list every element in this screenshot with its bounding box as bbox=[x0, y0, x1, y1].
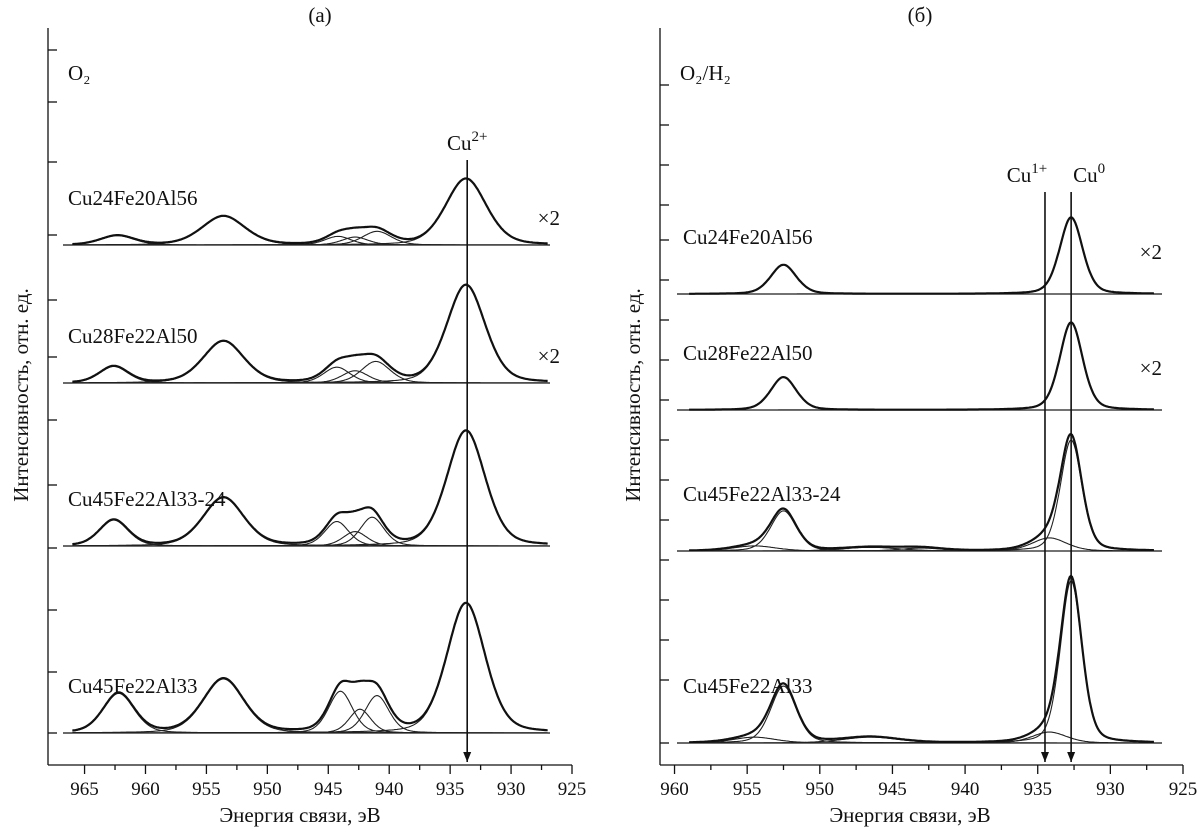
panel-b-x-tick-label: 930 bbox=[1096, 779, 1125, 800]
panel-a-series: Cu28Fe22Al50 ×2 bbox=[63, 283, 560, 384]
panel-a-x-tick-label: 950 bbox=[253, 779, 282, 800]
panel-b-marker-arrow bbox=[1040, 752, 1049, 762]
panel-a-series: Cu45Fe22Al33 bbox=[63, 601, 550, 734]
panel-b-x-tick-label: 935 bbox=[1023, 779, 1052, 800]
panel-a-x-tick-label: 945 bbox=[314, 779, 343, 800]
panel-b-series: Cu24Fe20Al56 ×2 bbox=[677, 216, 1162, 295]
panel-a-sample-label: Cu28Fe22Al50 bbox=[68, 324, 198, 348]
panel-a-spectrum-line bbox=[72, 283, 548, 383]
panel-a-x-tick-label: 925 bbox=[558, 779, 587, 800]
panel-a-fit-component bbox=[72, 531, 548, 547]
panel-b-sample-label: Cu45Fe22Al33-24 bbox=[683, 482, 841, 506]
panel-a-label: (а) bbox=[308, 3, 331, 27]
panel-b-sample-label: Cu24Fe20Al56 bbox=[683, 225, 813, 249]
panel-b-peak-marker: Cu0 bbox=[1067, 161, 1105, 762]
panel-a-sample-label: Cu45Fe22Al33-24 bbox=[68, 487, 226, 511]
panel-b-x-tick-label: 955 bbox=[733, 779, 762, 800]
panel-a-x-axis-title: Энергия связи, эВ bbox=[219, 803, 380, 827]
panel-a: (а) O₂ Интенсивность, отн. ед. Энергия с… bbox=[9, 3, 586, 827]
panel-b-spectrum-line bbox=[689, 216, 1154, 295]
panel-a-fit-component bbox=[72, 519, 548, 547]
panel-b-spectrum-line bbox=[689, 574, 1154, 744]
panel-a-axes: 965 960 955 950 945 940 935 930 925 bbox=[47, 28, 587, 800]
panel-b-x-tick-label: 925 bbox=[1169, 779, 1197, 800]
panel-b-marker-label: Cu0 bbox=[1073, 161, 1105, 187]
panel-b-fit-component bbox=[689, 537, 1154, 552]
panel-b-series: Cu45Fe22Al33 bbox=[677, 574, 1162, 744]
panel-b-x-axis-title: Энергия связи, эВ bbox=[829, 803, 990, 827]
panel-b-spectrum-line bbox=[689, 432, 1154, 552]
panel-b-series: Cu45Fe22Al33-24 bbox=[677, 432, 1162, 552]
panel-b-multiplier-label: ×2 bbox=[1140, 356, 1162, 380]
panel-a-plot: Cu24Fe20Al56 ×2 Cu28Fe22Al50 ×2 Cu45Fe22Al33… bbox=[63, 129, 560, 762]
panel-a-x-tick-label: 935 bbox=[436, 779, 465, 800]
panel-b-marker-label: Cu1+ bbox=[1007, 161, 1047, 187]
panel-b-multiplier-label: ×2 bbox=[1140, 240, 1162, 264]
panel-a-multiplier-label: ×2 bbox=[538, 344, 560, 368]
panel-b-fit-component bbox=[689, 510, 1154, 552]
panel-a-fit-component bbox=[72, 370, 548, 384]
panel-b-label: (б) bbox=[908, 3, 933, 27]
panel-a-multiplier-label: ×2 bbox=[538, 206, 560, 230]
panel-b-x-tick-label: 960 bbox=[660, 779, 689, 800]
panel-b-peak-marker: Cu1+ bbox=[1007, 161, 1049, 762]
panel-a-atmosphere-label: O₂ bbox=[68, 61, 91, 85]
panel-a-peak-marker: Cu2+ bbox=[447, 129, 487, 762]
panel-a-marker-arrow bbox=[463, 752, 472, 762]
panel-a-x-tick-label: 955 bbox=[192, 779, 221, 800]
panel-a-x-tick-label: 960 bbox=[131, 779, 160, 800]
panel-a-sample-label: Cu45Fe22Al33 bbox=[68, 674, 198, 698]
panel-b-x-tick-label: 945 bbox=[878, 779, 907, 800]
panel-a-series: Cu45Fe22Al33-24 bbox=[63, 429, 550, 547]
panel-a-sample-label: Cu24Fe20Al56 bbox=[68, 186, 198, 210]
panel-a-marker-label: Cu2+ bbox=[447, 129, 487, 155]
panel-a-x-tick-label: 965 bbox=[70, 779, 99, 800]
panel-b-series: Cu28Fe22Al50 ×2 bbox=[677, 321, 1162, 411]
panel-a-spectrum-line bbox=[72, 601, 548, 732]
panel-b-fit-component bbox=[689, 376, 1154, 411]
panel-b-sample-label: Cu28Fe22Al50 bbox=[683, 341, 813, 365]
panel-a-spectrum-line bbox=[72, 429, 548, 546]
panel-b-axes: 960 955 950 945 940 935 930 925 bbox=[659, 28, 1197, 800]
panel-b-sample-label: Cu45Fe22Al33 bbox=[683, 674, 813, 698]
panel-b-y-axis-title: Интенсивность, отн. ед. bbox=[621, 288, 645, 502]
panel-b-atmosphere-label: O₂/H₂ bbox=[680, 61, 731, 85]
panel-b-x-tick-label: 940 bbox=[951, 779, 980, 800]
panel-a-x-tick-label: 930 bbox=[497, 779, 526, 800]
panel-b-marker-arrow bbox=[1067, 752, 1076, 762]
panel-b-spectrum-line bbox=[689, 321, 1154, 411]
panel-b-fit-component bbox=[689, 264, 1154, 295]
panel-a-x-tick-label: 940 bbox=[375, 779, 404, 800]
panel-b-x-tick-label: 950 bbox=[806, 779, 835, 800]
panel-a-y-axis-title: Интенсивность, отн. ед. bbox=[9, 288, 33, 502]
panel-b-plot: Cu24Fe20Al56 ×2 Cu28Fe22Al50 ×2 Cu45Fe22Al33… bbox=[677, 161, 1162, 762]
panel-a-spectrum-line bbox=[72, 177, 548, 246]
panel-b: (б) O₂/H₂ Интенсивность, отн. ед. Энерги… bbox=[621, 3, 1197, 827]
panel-a-series: Cu24Fe20Al56 ×2 bbox=[63, 177, 560, 246]
